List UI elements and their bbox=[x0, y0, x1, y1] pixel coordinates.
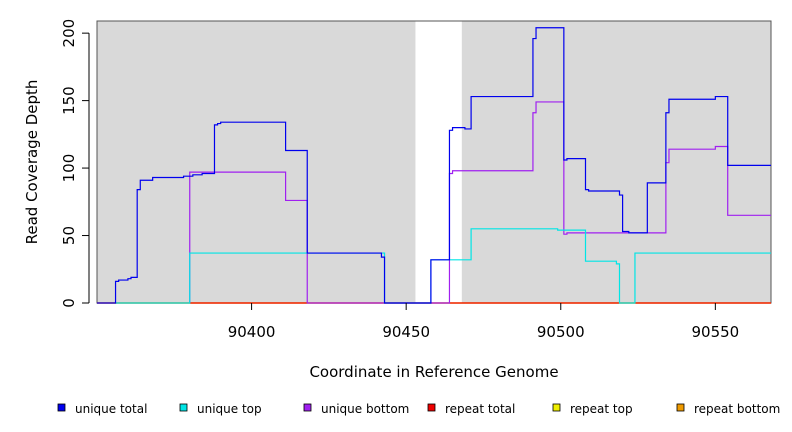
legend-swatch-repeat-top bbox=[552, 403, 561, 412]
legend-swatch-repeat-total bbox=[427, 403, 436, 412]
legend: unique total unique top unique bottom repea… bbox=[57, 402, 780, 416]
legend-label: repeat bottom bbox=[694, 402, 780, 416]
y-axis-label: Read Coverage Depth bbox=[23, 80, 41, 245]
legend-swatch-unique-top bbox=[179, 403, 188, 412]
legend-label: repeat top bbox=[570, 402, 633, 416]
legend-label: unique top bbox=[197, 402, 262, 416]
shaded-region-2 bbox=[461, 21, 771, 303]
x-tick-label: 90500 bbox=[537, 323, 585, 341]
legend-label: unique total bbox=[75, 402, 147, 416]
legend-label: unique bottom bbox=[321, 402, 409, 416]
y-tick-label: 150 bbox=[60, 86, 78, 115]
legend-swatch-unique-total bbox=[57, 403, 66, 412]
x-axis-label: Coordinate in Reference Genome bbox=[309, 363, 558, 381]
series-unique-total bbox=[97, 27, 771, 304]
legend-swatch-unique-bottom bbox=[303, 403, 312, 412]
x-axis: 90400 90450 90500 90550 bbox=[228, 303, 739, 341]
y-tick-label: 50 bbox=[60, 226, 78, 245]
x-tick-label: 90400 bbox=[228, 323, 276, 341]
y-tick-label: 0 bbox=[60, 298, 78, 308]
y-tick-label: 100 bbox=[60, 154, 78, 183]
series-lines bbox=[97, 27, 771, 304]
legend-swatch-repeat-bottom bbox=[676, 403, 685, 412]
y-tick-label: 200 bbox=[60, 19, 78, 48]
x-tick-label: 90550 bbox=[691, 323, 739, 341]
shaded-regions bbox=[97, 21, 771, 303]
legend-label: repeat total bbox=[445, 402, 515, 416]
y-axis: 0 50 100 150 200 bbox=[60, 19, 90, 308]
series-unique-top bbox=[115, 228, 771, 304]
x-tick-label: 90450 bbox=[382, 323, 430, 341]
shaded-region-1 bbox=[97, 21, 416, 303]
